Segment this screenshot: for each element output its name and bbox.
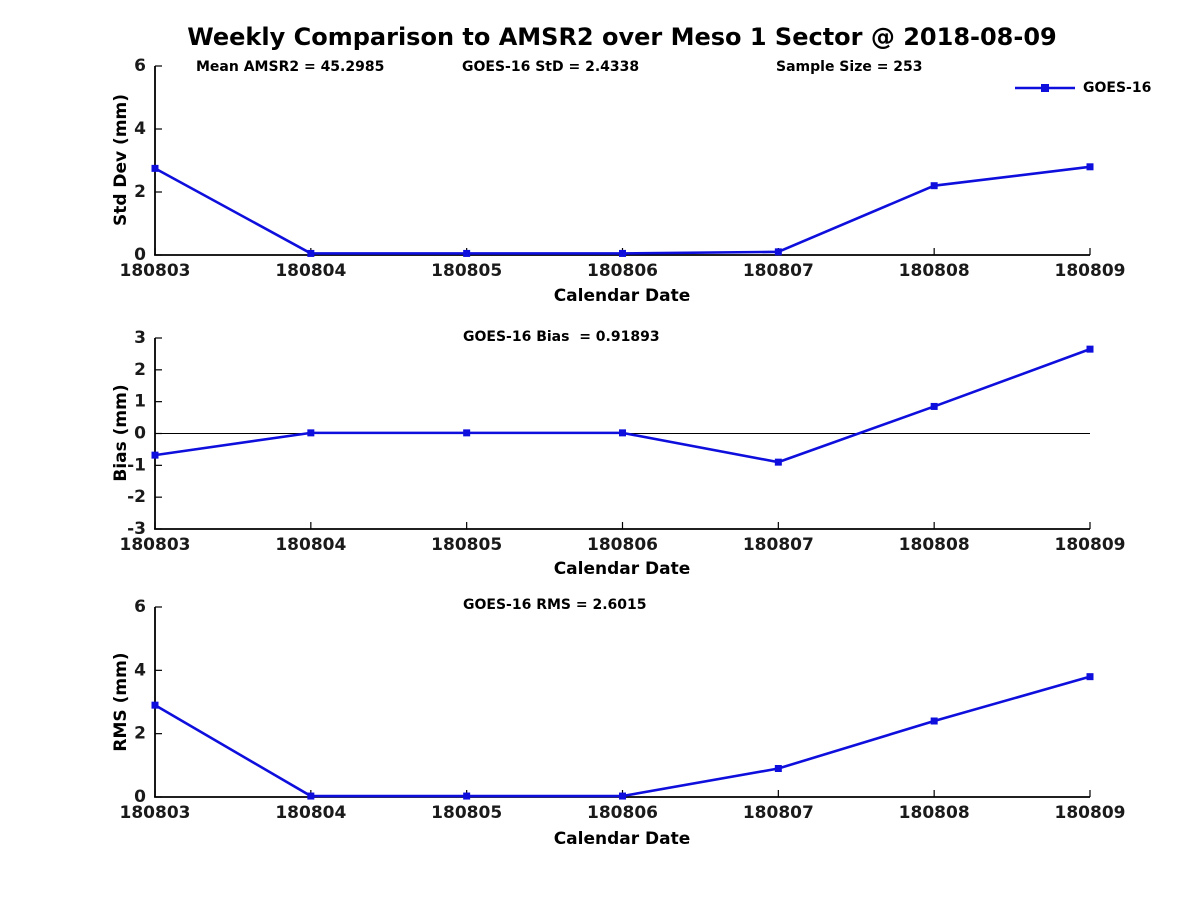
x-tick-label: 180805 [431,261,502,281]
data-marker [619,249,626,257]
x-tick-label: 180803 [120,261,191,281]
x-tick-label: 180809 [1055,535,1126,555]
annotation-sample-size: Sample Size = 253 [776,59,923,75]
data-line-goes16 [154,675,1091,798]
x-tick-label: 180806 [587,535,658,555]
annotation-mean-amsr2: Mean AMSR2 = 45.2985 [196,59,385,75]
data-marker [930,402,938,410]
xlabel-calendar-date-1: Calendar Date [553,286,691,306]
data-marker [774,765,782,772]
y-tick-label: 0 [134,424,146,444]
ylabel-rms: RMS (mm) [111,652,131,752]
y-tick-label: -2 [127,487,146,507]
x-tick-label: 180807 [743,261,814,281]
data-marker [1086,345,1094,353]
xlabel-calendar-date-3: Calendar Date [553,829,691,849]
data-marker [1086,163,1094,171]
data-marker [619,429,626,437]
data-marker [151,164,159,172]
ylabel-bias: Bias (mm) [111,384,131,482]
data-marker [307,249,315,257]
x-tick-label: 180808 [899,803,970,823]
x-tick-label: 180806 [587,803,658,823]
data-marker [1086,673,1094,681]
x-tick-label: 180807 [743,803,814,823]
y-tick-label: 2 [134,182,146,202]
data-marker [463,249,471,257]
annotation-goes16-bias: GOES-16 Bias = 0.91893 [463,329,660,345]
data-line-goes16 [154,165,1091,255]
y-tick-label: 1 [134,392,146,412]
x-tick-label: 180804 [275,803,346,823]
y-tick-label: 2 [134,724,146,744]
y-tick-label: 4 [134,119,146,139]
data-marker [151,451,159,459]
legend-marker-square-icon [1041,84,1049,92]
x-tick-label: 180804 [275,535,346,555]
x-tick-label: 180803 [120,535,191,555]
figure-title: Weekly Comparison to AMSR2 over Meso 1 S… [187,23,1057,51]
ylabel-std-dev: Std Dev (mm) [111,93,131,227]
data-marker [619,792,626,800]
data-marker [930,717,938,725]
data-line-goes16 [154,347,1091,464]
x-tick-label: 180804 [275,261,346,281]
data-marker [774,248,782,256]
data-marker [774,458,782,466]
data-marker [463,792,471,800]
y-tick-label: 6 [134,597,146,617]
data-marker [463,429,471,437]
y-tick-label: -1 [127,455,146,475]
data-marker [307,429,315,437]
y-tick-label: 0 [134,787,146,807]
data-marker [307,792,315,800]
x-tick-label: 180808 [899,535,970,555]
y-tick-label: 2 [134,360,146,380]
data-marker [151,701,159,709]
x-tick-label: 180803 [120,803,191,823]
x-tick-label: 180809 [1055,803,1126,823]
x-tick-label: 180808 [899,261,970,281]
x-tick-label: 180805 [431,803,502,823]
y-tick-label: 0 [134,245,146,265]
x-tick-label: 180807 [743,535,814,555]
annotation-goes16-rms: GOES-16 RMS = 2.6015 [463,597,647,613]
y-tick-label: 6 [134,56,146,76]
y-tick-label: 3 [134,328,146,348]
x-tick-label: 180806 [587,261,658,281]
legend-label-goes16: GOES-16 [1083,80,1152,96]
x-tick-label: 180805 [431,535,502,555]
xlabel-calendar-date-2: Calendar Date [553,559,691,579]
y-tick-label: 4 [134,660,146,680]
y-tick-label: -3 [127,519,146,539]
annotation-goes16-std: GOES-16 StD = 2.4338 [462,59,640,75]
data-marker [930,182,938,190]
x-tick-label: 180809 [1055,261,1126,281]
